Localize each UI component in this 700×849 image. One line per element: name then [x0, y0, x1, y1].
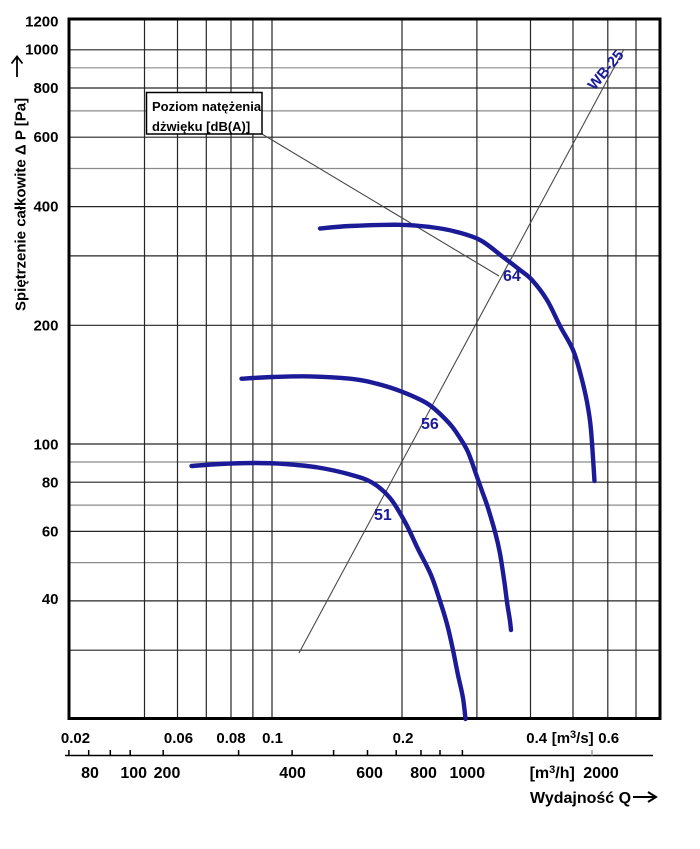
svg-text:0.4: 0.4 [526, 730, 548, 747]
svg-text:Poziom natężenia: Poziom natężenia [152, 99, 262, 114]
svg-text:1000: 1000 [25, 42, 58, 59]
svg-text:dżwięku [dB(A)]: dżwięku [dB(A)] [152, 119, 250, 134]
svg-text:800: 800 [33, 80, 58, 97]
svg-text:80: 80 [81, 765, 99, 782]
svg-text:Spiętrzenie całkowite Δ P [Pa]: Spiętrzenie całkowite Δ P [Pa] [13, 98, 30, 311]
svg-text:40: 40 [42, 591, 59, 608]
svg-text:0.08: 0.08 [216, 730, 245, 747]
svg-text:600: 600 [33, 129, 58, 146]
svg-text:0.2: 0.2 [393, 730, 414, 747]
svg-text:1200: 1200 [25, 14, 58, 31]
svg-text:200: 200 [33, 318, 58, 335]
svg-text:800: 800 [410, 765, 437, 782]
svg-text:0.06: 0.06 [164, 730, 193, 747]
svg-text:100: 100 [33, 437, 58, 454]
svg-text:Wydajność Q: Wydajność Q [530, 790, 631, 807]
svg-text:100: 100 [120, 765, 147, 782]
svg-text:60: 60 [42, 524, 59, 541]
svg-text:0.02: 0.02 [61, 730, 90, 747]
svg-text:51: 51 [374, 507, 392, 524]
svg-text:200: 200 [154, 765, 181, 782]
svg-text:400: 400 [33, 199, 58, 216]
svg-text:[m3/h]: [m3/h] [530, 764, 575, 782]
svg-text:64: 64 [503, 268, 521, 285]
svg-text:600: 600 [356, 765, 383, 782]
svg-text:2000: 2000 [583, 765, 619, 782]
svg-text:1000: 1000 [450, 765, 486, 782]
svg-text:0.1: 0.1 [262, 730, 283, 747]
svg-text:[m3/s]: [m3/s] [552, 729, 594, 747]
svg-text:80: 80 [42, 475, 59, 492]
svg-text:400: 400 [279, 765, 306, 782]
svg-text:0.6: 0.6 [598, 730, 619, 747]
svg-text:56: 56 [421, 416, 439, 433]
